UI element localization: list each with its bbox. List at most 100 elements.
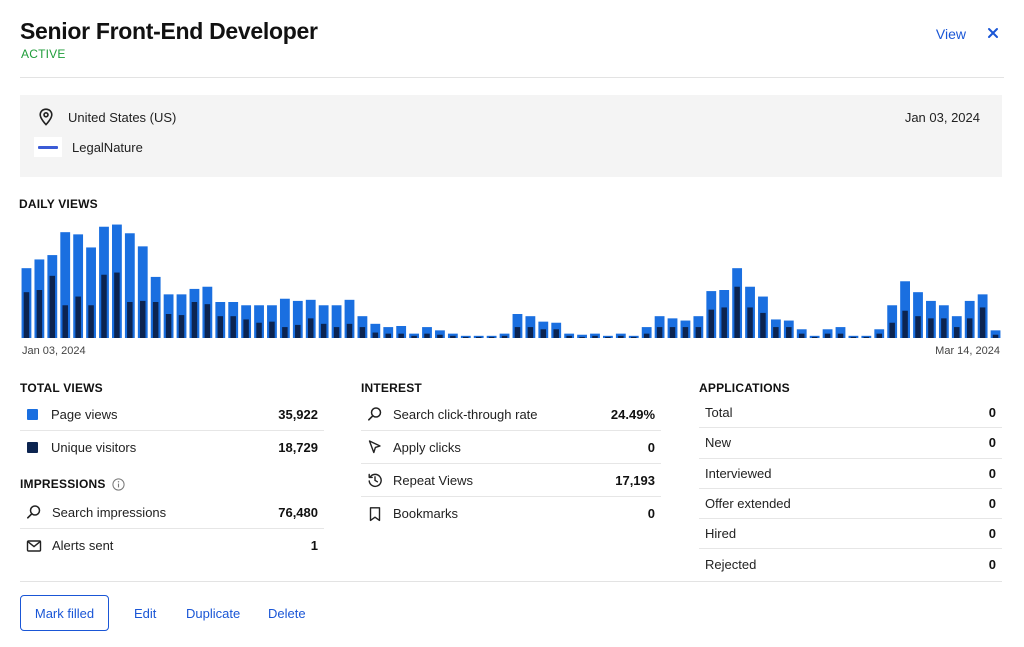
close-icon[interactable] — [986, 26, 1000, 40]
unique-visitors-bar[interactable] — [165, 314, 172, 338]
unique-visitors-bar[interactable] — [385, 333, 392, 338]
page-views-bar[interactable] — [254, 305, 264, 338]
unique-visitors-bar[interactable] — [566, 335, 572, 338]
unique-visitors-bar[interactable] — [837, 333, 844, 338]
unique-visitors-bar[interactable] — [954, 327, 960, 338]
page-views-bar[interactable] — [267, 305, 277, 338]
unique-visitors-bar[interactable] — [398, 333, 404, 338]
unique-visitors-bar[interactable] — [359, 327, 366, 338]
page-views-bar[interactable] — [641, 327, 652, 338]
unique-visitors-bar[interactable] — [101, 274, 107, 338]
unique-visitors-bar[interactable] — [928, 318, 934, 338]
unique-visitors-bar[interactable] — [372, 332, 379, 338]
unique-visitors-bar[interactable] — [23, 292, 30, 338]
info-icon[interactable] — [111, 477, 125, 491]
unique-visitors-bar[interactable] — [256, 322, 262, 338]
unique-visitors-bar[interactable] — [152, 302, 159, 338]
page-views-bar[interactable] — [137, 246, 148, 338]
unique-visitors-bar[interactable] — [346, 323, 353, 338]
page-views-bar[interactable] — [73, 234, 84, 338]
unique-visitors-bar[interactable] — [553, 329, 559, 338]
page-views-bar[interactable] — [60, 232, 71, 338]
unique-visitors-bar[interactable] — [204, 304, 211, 338]
unique-visitors-bar[interactable] — [798, 333, 805, 338]
unique-visitors-bar[interactable] — [876, 333, 883, 338]
unique-visitors-bar[interactable] — [320, 323, 327, 338]
delete-link[interactable]: Delete — [268, 606, 306, 621]
unique-visitors-bar[interactable] — [488, 336, 495, 338]
unique-visitors-bar[interactable] — [62, 305, 68, 338]
page-views-bar[interactable] — [422, 327, 432, 338]
page-views-bar[interactable] — [822, 329, 833, 338]
unique-visitors-bar[interactable] — [269, 321, 275, 338]
page-views-bar[interactable] — [913, 292, 923, 338]
unique-visitors-bar[interactable] — [450, 335, 456, 338]
unique-visitors-bar[interactable] — [786, 327, 792, 338]
unique-visitors-bar[interactable] — [307, 318, 314, 338]
page-views-bar[interactable] — [887, 305, 898, 338]
unique-visitors-bar[interactable] — [773, 327, 779, 338]
unique-visitors-bar[interactable] — [424, 333, 430, 338]
page-views-bar[interactable] — [344, 299, 355, 338]
unique-visitors-bar[interactable] — [178, 315, 185, 338]
page-views-bar[interactable] — [900, 281, 910, 338]
unique-visitors-bar[interactable] — [295, 324, 301, 338]
unique-visitors-bar[interactable] — [824, 333, 831, 338]
unique-visitors-bar[interactable] — [475, 336, 482, 338]
unique-visitors-bar[interactable] — [114, 272, 120, 338]
unique-visitors-bar[interactable] — [992, 334, 999, 338]
unique-visitors-bar[interactable] — [863, 336, 870, 338]
page-views-bar[interactable] — [279, 298, 290, 338]
unique-visitors-bar[interactable] — [682, 327, 689, 338]
page-views-bar[interactable] — [331, 305, 342, 338]
unique-visitors-bar[interactable] — [811, 336, 818, 338]
unique-visitors-bar[interactable] — [760, 312, 766, 338]
unique-visitors-bar[interactable] — [282, 327, 288, 338]
unique-visitors-bar[interactable] — [217, 316, 224, 338]
page-views-bar[interactable] — [835, 327, 846, 338]
unique-visitors-bar[interactable] — [618, 335, 624, 338]
edit-link[interactable]: Edit — [134, 606, 157, 621]
unique-visitors-bar[interactable] — [579, 336, 585, 338]
unique-visitors-bar[interactable] — [734, 286, 740, 338]
unique-visitors-bar[interactable] — [75, 296, 81, 338]
unique-visitors-bar[interactable] — [36, 290, 43, 338]
unique-visitors-bar[interactable] — [540, 329, 547, 338]
unique-visitors-bar[interactable] — [88, 305, 94, 338]
page-views-bar[interactable] — [435, 330, 445, 338]
unique-visitors-bar[interactable] — [514, 327, 521, 338]
mark-filled-button[interactable]: Mark filled — [20, 595, 109, 631]
unique-visitors-bar[interactable] — [902, 310, 908, 338]
unique-visitors-bar[interactable] — [631, 336, 637, 338]
unique-visitors-bar[interactable] — [49, 275, 56, 338]
unique-visitors-bar[interactable] — [708, 309, 715, 338]
unique-visitors-bar[interactable] — [140, 300, 146, 338]
unique-visitors-bar[interactable] — [889, 322, 895, 338]
unique-visitors-bar[interactable] — [527, 327, 534, 338]
unique-visitors-bar[interactable] — [721, 307, 727, 338]
unique-visitors-bar[interactable] — [966, 318, 973, 338]
page-views-bar[interactable] — [874, 329, 885, 338]
unique-visitors-bar[interactable] — [850, 336, 857, 338]
unique-visitors-bar[interactable] — [437, 334, 443, 338]
unique-visitors-bar[interactable] — [656, 327, 663, 338]
unique-visitors-bar[interactable] — [592, 335, 598, 338]
page-views-bar[interactable] — [86, 247, 96, 338]
view-link[interactable]: View — [935, 26, 966, 42]
unique-visitors-bar[interactable] — [941, 318, 947, 338]
unique-visitors-bar[interactable] — [411, 335, 417, 338]
page-views-bar[interactable] — [318, 305, 329, 338]
unique-visitors-bar[interactable] — [695, 327, 702, 338]
page-views-bar[interactable] — [292, 300, 303, 338]
unique-visitors-bar[interactable] — [643, 333, 650, 338]
unique-visitors-bar[interactable] — [243, 319, 249, 338]
unique-visitors-bar[interactable] — [501, 335, 508, 338]
unique-visitors-bar[interactable] — [127, 302, 133, 338]
unique-visitors-bar[interactable] — [333, 327, 340, 338]
unique-visitors-bar[interactable] — [979, 307, 986, 338]
page-views-bar[interactable] — [383, 327, 394, 338]
page-views-bar[interactable] — [796, 329, 807, 338]
unique-visitors-bar[interactable] — [230, 316, 236, 338]
page-views-bar[interactable] — [370, 323, 381, 338]
page-views-bar[interactable] — [124, 233, 135, 338]
